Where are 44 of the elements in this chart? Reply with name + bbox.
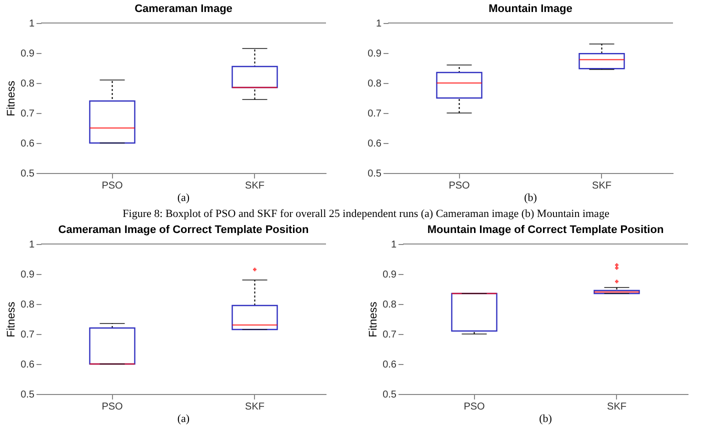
x-tick-label: SKF [592,180,612,192]
y-tick-label: 0.7 [20,108,35,120]
y-tick-label: 0.5 [20,168,35,180]
y-tick-label: 0.8 [20,78,35,90]
y-tick-label: 0.6 [20,138,35,150]
x-tick-label: PSO [102,402,124,412]
y-tick-label: 0.9 [368,48,382,60]
x-tick-label: SKF [245,180,264,192]
y-tick-label: 0.6 [20,360,35,370]
chart-title: Cameraman Image of Correct Template Position [58,224,309,236]
y-tick-label: 0.9 [20,48,35,60]
caption: Figure 8: Boxplot of PSO and SKF for overall 25 independent runs (a) Cameraman image (b) Mountain image [122,208,610,220]
y-tick-label: 0.5 [368,168,382,180]
x-tick-label: PSO [464,402,486,412]
y-tick-label: 0.7 [368,108,382,120]
x-tick-label: PSO [448,180,470,192]
y-tick-label: 1 [390,240,397,250]
y-tick-label: 1 [376,18,382,30]
y-tick-label: 0.6 [368,138,382,150]
x-tick-label: PSO [102,180,124,192]
text: (b) [524,192,538,204]
y-axis-title: Fitness [6,80,18,116]
y-tick-label: 0.8 [368,78,382,90]
text: (a) [177,413,190,425]
y-tick-label: 1 [28,240,35,250]
chart-title: Mountain Image of Correct Template Position [427,224,664,236]
y-tick-label: 0.8 [382,300,397,310]
x-tick-label: SKF [245,402,264,412]
y-axis-title: Fitness [6,301,18,338]
y-tick-label: 0.8 [20,300,35,310]
y-tick-label: 0.9 [20,270,35,280]
text: (b) [539,413,552,425]
chart-title: Cameraman Image [134,3,232,15]
y-tick-label: 0.7 [382,330,397,340]
y-tick-label: 0.5 [20,390,35,400]
y-tick-label: 0.7 [20,330,35,340]
y-axis-title: Fitness [368,301,380,338]
y-tick-label: 1 [28,18,35,30]
x-tick-label: SKF [607,402,626,412]
y-tick-label: 0.6 [382,360,397,370]
y-tick-label: 0.5 [382,390,397,400]
y-tick-label: 0.9 [382,270,397,280]
chart-title: Mountain Image [488,3,572,15]
text: (a) [177,192,190,204]
